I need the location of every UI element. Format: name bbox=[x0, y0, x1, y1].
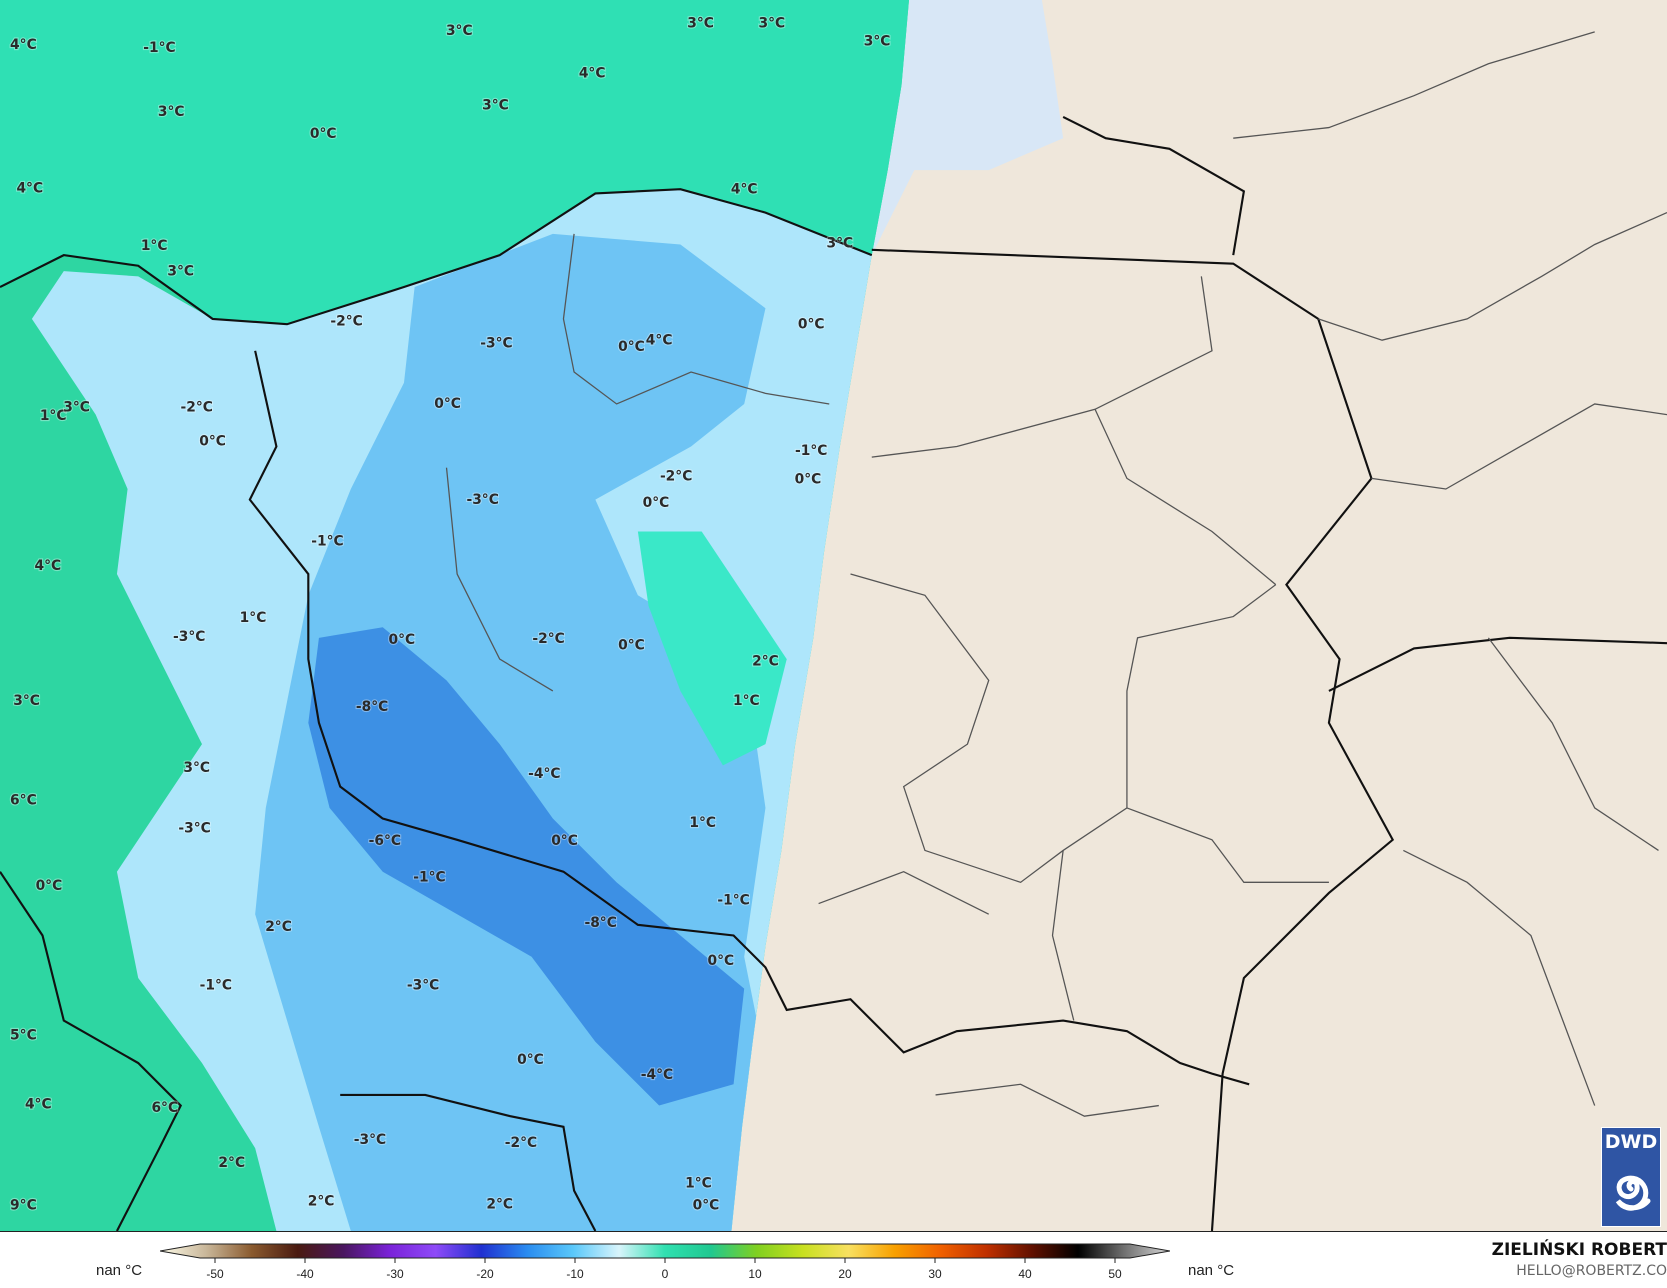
temperature-label: 3°C bbox=[446, 23, 473, 39]
temperature-label: 1°C bbox=[689, 815, 716, 831]
sea-region bbox=[0, 0, 909, 325]
temperature-label: 1°C bbox=[733, 693, 760, 709]
temperature-label: 5°C bbox=[10, 1028, 37, 1044]
temperature-label: 0°C bbox=[551, 833, 578, 849]
temperature-label: -8°C bbox=[584, 915, 616, 931]
temperature-label: 0°C bbox=[199, 433, 226, 449]
colorbar-gradient bbox=[160, 1243, 1170, 1259]
temperature-label: -1°C bbox=[717, 893, 749, 909]
temperature-label: -3°C bbox=[466, 492, 498, 508]
temperature-label: 0°C bbox=[643, 495, 670, 511]
temperature-label: 0°C bbox=[517, 1052, 544, 1068]
temperature-label: -3°C bbox=[354, 1132, 386, 1148]
colorbar-tick-label: 20 bbox=[838, 1267, 852, 1281]
temperature-label: 0°C bbox=[693, 1198, 720, 1214]
temperature-label: 0°C bbox=[798, 316, 825, 332]
temperature-label: 6°C bbox=[10, 793, 37, 809]
temperature-map: 4°C -1°C3°C 3°C 3°C3°C4°C3°C 3°C0°C4°C 4°C1°C… bbox=[0, 0, 1667, 1231]
temperature-label: 3°C bbox=[759, 16, 786, 32]
colorbar-tick-label: -30 bbox=[386, 1267, 404, 1281]
temperature-label: 2°C bbox=[752, 653, 779, 669]
colorbar-tick-label: -50 bbox=[206, 1267, 224, 1281]
temperature-label: 0°C bbox=[389, 632, 416, 648]
colorbar-left-label: nan °C bbox=[96, 1262, 143, 1279]
temperature-label: 3°C bbox=[183, 760, 210, 776]
temperature-label: 0°C bbox=[618, 339, 645, 355]
temperature-label: 4°C bbox=[646, 332, 673, 348]
temperature-label: 1°C bbox=[685, 1175, 712, 1191]
temperature-label: 1°C bbox=[240, 610, 267, 626]
colorbar-tick-label: 50 bbox=[1108, 1267, 1122, 1281]
dwd-logo: DWD bbox=[1601, 1127, 1661, 1227]
temperature-label: 2°C bbox=[486, 1197, 513, 1213]
temperature-label: -4°C bbox=[528, 766, 560, 782]
temperature-label: -1°C bbox=[413, 869, 445, 885]
temperature-label: 3°C bbox=[687, 16, 714, 32]
temperature-label: 4°C bbox=[35, 558, 62, 574]
temperature-label: -3°C bbox=[480, 336, 512, 352]
no-data-sea bbox=[871, 0, 1064, 256]
temperature-label: 4°C bbox=[731, 181, 758, 197]
temperature-label: -2°C bbox=[180, 399, 212, 415]
temperature-label: 0°C bbox=[434, 396, 461, 412]
colorbar-tick-label: 10 bbox=[748, 1267, 762, 1281]
spiral-icon bbox=[1615, 1175, 1651, 1211]
temperature-label: 4°C bbox=[25, 1097, 52, 1113]
temperature-label: -2°C bbox=[505, 1135, 537, 1151]
colorbar-tick-label: 40 bbox=[1018, 1267, 1032, 1281]
temperature-label: 0°C bbox=[707, 953, 734, 969]
temperature-label: -1°C bbox=[200, 978, 232, 994]
temperature-label: 0°C bbox=[795, 472, 822, 488]
temperature-label: -1°C bbox=[311, 533, 343, 549]
colorbar-tick-label: -10 bbox=[566, 1267, 584, 1281]
temperature-label: 3°C bbox=[167, 263, 194, 279]
temperature-label: -1°C bbox=[795, 443, 827, 459]
temperature-label: 3°C bbox=[827, 236, 854, 252]
temperature-label: 4°C bbox=[579, 66, 606, 82]
colorbar: -50 -40 -30 -20 -10 0 10 20 30 40 50 bbox=[160, 1243, 1170, 1281]
temperature-label: 1°C bbox=[141, 238, 168, 254]
temperature-label: 2°C bbox=[218, 1155, 245, 1171]
temperature-label: 3°C bbox=[864, 34, 891, 50]
temperature-label: -6°C bbox=[369, 833, 401, 849]
temperature-label: 0°C bbox=[36, 878, 63, 894]
temperature-label: 0°C bbox=[618, 638, 645, 654]
colorbar-tick-label: 30 bbox=[928, 1267, 942, 1281]
regional-borders bbox=[445, 31, 1667, 1117]
colorbar-tick-label: 0 bbox=[662, 1267, 669, 1281]
temperature-label: 6°C bbox=[151, 1100, 178, 1116]
temperature-label: 4°C bbox=[16, 180, 43, 196]
temperature-label: 2°C bbox=[265, 919, 292, 935]
temperature-label: -1°C bbox=[143, 40, 175, 56]
temperature-label: 3°C bbox=[13, 693, 40, 709]
colorbar-right-label: nan °C bbox=[1188, 1262, 1235, 1279]
temperature-label: 4°C bbox=[10, 37, 37, 53]
colorbar-tick-label: -20 bbox=[476, 1267, 494, 1281]
temperature-label: -3°C bbox=[178, 820, 210, 836]
borders bbox=[0, 115, 1667, 1231]
footer: nan °C -50 -40 -30 -20 -10 0 10 20 30 40 50 nan °C… bbox=[0, 1231, 1667, 1288]
temperature-label: -2°C bbox=[330, 313, 362, 329]
temperature-label: -8°C bbox=[356, 699, 388, 715]
author-name: ZIELIŃSKI ROBERT bbox=[1491, 1240, 1667, 1260]
logo-text: DWD bbox=[1604, 1131, 1658, 1153]
temperature-label: 2°C bbox=[308, 1193, 335, 1209]
temperature-label: 3°C bbox=[158, 104, 185, 120]
temperature-label: 1°C bbox=[40, 408, 67, 424]
cold-dark-region bbox=[308, 627, 745, 1106]
green-patch bbox=[637, 531, 787, 766]
temperature-label: 3°C bbox=[63, 399, 90, 415]
temperature-label: -2°C bbox=[660, 468, 692, 484]
temperature-label: -3°C bbox=[173, 629, 205, 645]
temperature-label: -4°C bbox=[641, 1067, 673, 1083]
colorbar-tick-label: -40 bbox=[296, 1267, 314, 1281]
temperature-label: -2°C bbox=[532, 631, 564, 647]
temperature-label: 0°C bbox=[310, 126, 337, 142]
temperature-label: 3°C bbox=[482, 97, 509, 113]
author-email: HELLO@ROBERTZ.CO bbox=[1516, 1263, 1667, 1279]
temperature-label: -3°C bbox=[407, 978, 439, 994]
temperature-label: 9°C bbox=[10, 1198, 37, 1214]
